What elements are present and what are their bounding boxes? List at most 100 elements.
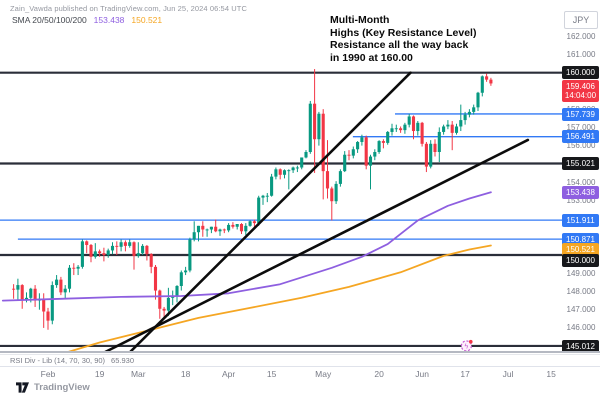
candle-body: [115, 245, 119, 247]
time-axis-label: Apr: [221, 369, 236, 379]
candle-body: [317, 113, 321, 140]
candle-body: [184, 270, 188, 273]
candle-body: [128, 242, 132, 246]
time-axis-label: 17: [460, 369, 470, 379]
candle-body: [356, 141, 360, 150]
candle-body: [136, 253, 140, 256]
candle-body: [20, 285, 24, 301]
sma-line: [1, 191, 492, 302]
candle-body: [59, 279, 63, 293]
price-axis-label: 162.000: [566, 31, 596, 41]
candle-body: [330, 188, 334, 202]
time-axis-label: Jul: [502, 369, 514, 379]
rsi-label: RSI Div - Lib (14, 70, 30, 90): [10, 356, 106, 365]
candle-body: [196, 225, 201, 233]
candle-body: [278, 169, 282, 175]
candle-body: [149, 254, 153, 267]
tradingview-watermark: TradingView: [16, 382, 90, 393]
time-axis-label: May: [315, 369, 332, 379]
candle-body: [248, 221, 252, 226]
candle-body: [368, 156, 373, 166]
candle-body: [175, 285, 179, 297]
time-axis-border: [0, 366, 600, 367]
price-axis-label: 153.000: [566, 195, 596, 205]
candle-body: [16, 285, 20, 290]
rsi-indicator-legend[interactable]: RSI Div - Lib (14, 70, 30, 90) 65.930: [10, 356, 134, 365]
candle-body: [291, 167, 295, 171]
candle-body: [80, 241, 84, 267]
candle-body: [424, 143, 428, 167]
trendline: [128, 71, 412, 352]
candle-body: [67, 267, 72, 289]
candle-body: [55, 279, 59, 286]
candle-body: [153, 266, 158, 291]
price-axis-label: 154.000: [566, 177, 596, 187]
price-axis-label: 149.000: [566, 268, 596, 278]
candle-body: [489, 79, 493, 84]
candle-body: [394, 128, 398, 130]
pane-separator[interactable]: [0, 351, 600, 353]
candle-body: [265, 195, 269, 197]
price-level-badge: 150.871: [562, 232, 599, 246]
candle-body: [295, 167, 299, 169]
candle-body: [192, 232, 196, 240]
candle-body: [218, 229, 222, 232]
candle-body: [373, 152, 377, 157]
alert-red-dot: [468, 339, 473, 344]
candle-body: [437, 131, 441, 153]
candle-body: [364, 137, 368, 166]
candle-body: [89, 244, 93, 257]
time-axis-label: Mar: [130, 369, 146, 379]
time-axis-label: 18: [180, 369, 191, 379]
candle-body: [110, 245, 115, 251]
chart-annotation: Multi-Month Highs (Key Resistance Level)…: [330, 14, 476, 64]
candle-body: [257, 197, 261, 224]
candle-body: [480, 76, 484, 93]
price-level-badge: 155.021: [562, 157, 599, 171]
candle-body: [420, 122, 424, 144]
candle-body: [446, 124, 450, 127]
price-level-badge: 145.012: [562, 339, 599, 353]
time-axis-label: 15: [266, 369, 277, 379]
candle-body: [351, 149, 355, 156]
alert-bolt-glyph: ϟ: [465, 344, 469, 351]
candle-body: [46, 311, 50, 321]
currency-label-box: JPY: [564, 11, 598, 29]
attribution-text: Zain_Vawda published on TradingView.com,…: [10, 4, 248, 13]
candle-body: [270, 176, 274, 196]
indicator-legend[interactable]: SMA 20/50/100/200 153.438 150.521: [12, 15, 162, 25]
annotation-line: in 1990 at 160.00: [330, 51, 413, 64]
candle-body: [29, 288, 33, 298]
candle-body: [261, 195, 265, 198]
price-level-badge: 156.491: [562, 130, 599, 144]
candle-body: [102, 253, 106, 255]
rsi-value: 65.930: [111, 356, 134, 365]
countdown-timer: 14:04:00: [564, 90, 597, 100]
price-level-badge: 150.000: [562, 253, 599, 267]
annotation-line: Highs (Key Resistance Level): [330, 26, 477, 39]
time-axis-label: 20: [374, 369, 384, 379]
candle-body: [411, 116, 416, 132]
candle-body: [119, 242, 123, 247]
candle-body: [321, 113, 325, 172]
tradingview-logo-icon: [16, 382, 29, 393]
candle-body: [162, 308, 166, 311]
candle-body: [403, 124, 407, 131]
price-axis-label: 148.000: [566, 286, 596, 296]
time-axis-label: 19: [94, 369, 105, 379]
candle-body: [442, 126, 446, 132]
candle-body: [334, 183, 338, 202]
price-axis-label: 147.000: [566, 305, 596, 315]
candle-body: [188, 239, 192, 271]
candle-body: [235, 224, 239, 227]
legend-label: SMA 20/50/100/200: [12, 15, 87, 25]
candle-body: [85, 241, 89, 245]
candle-body: [76, 266, 80, 269]
time-axis-label: 15: [546, 369, 556, 379]
candle-body: [63, 288, 67, 293]
candle-body: [274, 169, 278, 177]
candle-body: [227, 224, 231, 231]
candle-body: [166, 297, 170, 311]
